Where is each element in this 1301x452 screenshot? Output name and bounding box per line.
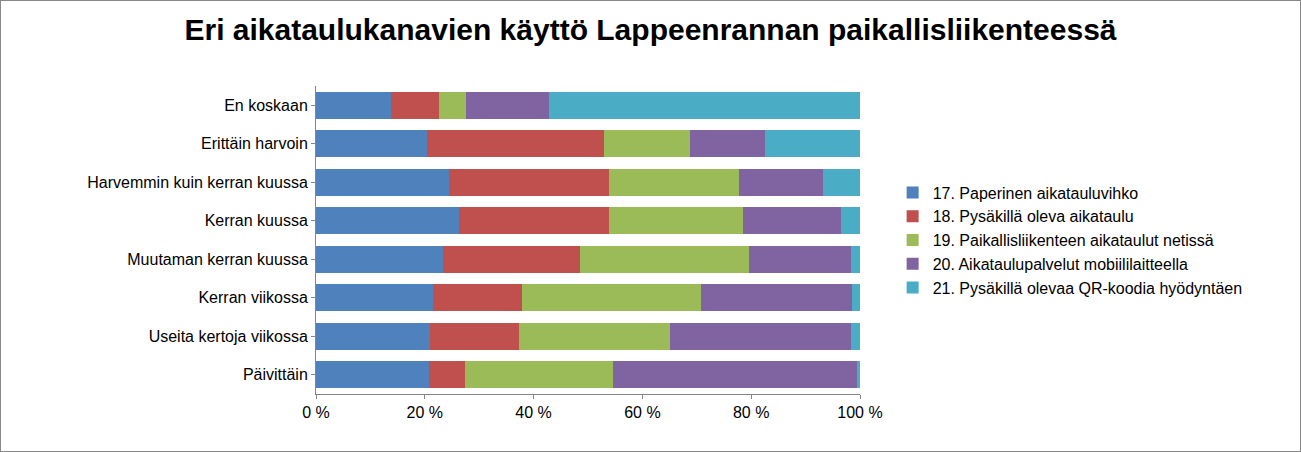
svg-text:Useita kertoja viikossa: Useita kertoja viikossa — [149, 328, 308, 345]
svg-text:40 %: 40 % — [515, 404, 551, 421]
svg-text:100 %: 100 % — [837, 404, 882, 421]
svg-text:Muutaman kerran kuussa: Muutaman kerran kuussa — [127, 251, 308, 268]
svg-text:19. Paikallisliikenteen aikata: 19. Paikallisliikenteen aikataulut netis… — [933, 232, 1214, 249]
svg-text:20. Aikataulupalvelut mobiilil: 20. Aikataulupalvelut mobiililaitteella — [933, 256, 1188, 273]
svg-text:Harvemmin kuin kerran kuussa: Harvemmin kuin kerran kuussa — [87, 174, 308, 191]
svg-text:18. Pysäkillä oleva aikataulu: 18. Pysäkillä oleva aikataulu — [933, 208, 1134, 225]
svg-text:21. Pysäkillä olevaa QR-koodia: 21. Pysäkillä olevaa QR-koodia hyödyntäe… — [933, 280, 1243, 297]
svg-text:En koskaan: En koskaan — [224, 97, 308, 114]
svg-text:Erittäin harvoin: Erittäin harvoin — [201, 135, 308, 152]
svg-text:20 %: 20 % — [407, 404, 443, 421]
svg-text:0 %: 0 % — [302, 404, 330, 421]
svg-text:80 %: 80 % — [733, 404, 769, 421]
svg-text:60 %: 60 % — [624, 404, 660, 421]
svg-text:Eri aikataulukanavien käyttö L: Eri aikataulukanavien käyttö Lappeenrann… — [184, 13, 1116, 46]
svg-text:Kerran kuussa: Kerran kuussa — [205, 212, 308, 229]
svg-text:Kerran viikossa: Kerran viikossa — [198, 289, 307, 306]
svg-text:Päivittäin: Päivittäin — [243, 366, 308, 383]
svg-text:17. Paperinen aikatauluvihko: 17. Paperinen aikatauluvihko — [933, 185, 1139, 202]
